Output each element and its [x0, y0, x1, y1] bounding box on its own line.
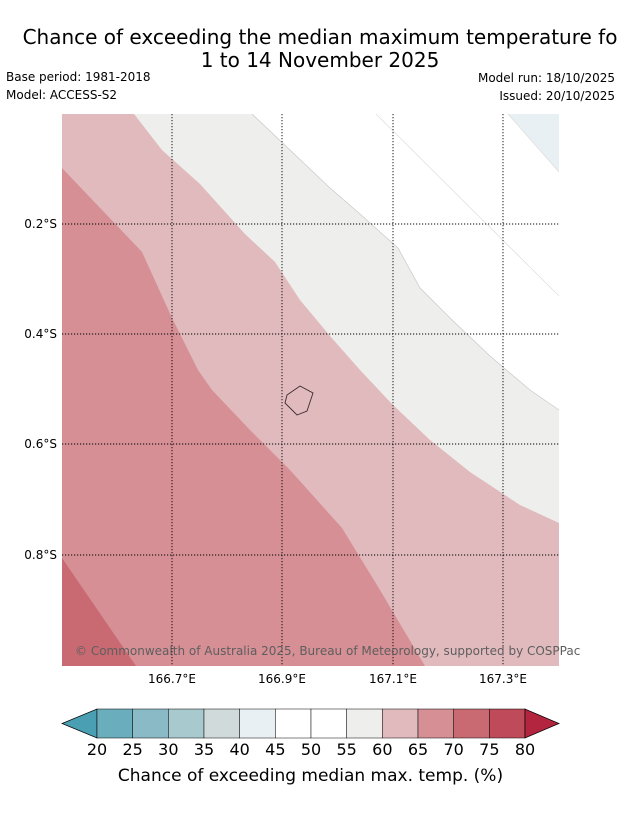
colorbar-tick-55: 55: [336, 740, 356, 759]
lat-label-0-4: 0.4°S: [24, 327, 57, 341]
model-run-text: Model run: 18/10/2025: [477, 71, 615, 85]
colorbar-segment-3: [203, 708, 240, 739]
map-panel: [62, 114, 559, 666]
lat-label-0-6: 0.6°S: [24, 437, 57, 451]
colorbar-segment-11: [489, 708, 526, 739]
colorbar-tick-45: 45: [265, 740, 285, 759]
band-45-55: [252, 114, 559, 410]
colorbar-tick-50: 50: [301, 740, 321, 759]
graticule: [62, 114, 559, 666]
colorbar-segment-10: [453, 708, 490, 739]
colorbar-segment-6: [310, 708, 347, 739]
colorbar-tick-80: 80: [515, 740, 535, 759]
map-title-line-2: 1 to 14 November 2025: [200, 48, 440, 72]
band-70-75: [62, 558, 136, 666]
contour-line-55: [251, 114, 559, 411]
colorbar-label: Chance of exceeding median max. temp. (%…: [117, 766, 504, 786]
island-outline: [284, 385, 314, 416]
lon-label-167-1: 167.1°E: [369, 672, 417, 686]
colorbar-segment-1: [132, 708, 169, 739]
map-title-line-1: Chance of exceeding the median maximum t…: [22, 25, 618, 49]
lon-label-166-7: 166.7°E: [148, 672, 196, 686]
colorbar-tick-40: 40: [229, 740, 249, 759]
colorbar-segment-0: [96, 708, 133, 739]
colorbar-segment-7: [346, 708, 383, 739]
colorbar-tick-35: 35: [194, 740, 214, 759]
contour-line-faint-2: [507, 114, 559, 173]
lat-label-0-8: 0.8°S: [24, 548, 57, 562]
colorbar-segment-2: [168, 708, 205, 739]
colorbar-tick-30: 30: [158, 740, 178, 759]
colorbar-tick-60: 60: [372, 740, 392, 759]
band-65-70: [62, 168, 425, 666]
colorbar-extend-high: [524, 708, 560, 739]
colorbar-tick-20: 20: [87, 740, 107, 759]
colorbar-segment-5: [275, 708, 312, 739]
colorbar-segment-8: [382, 708, 419, 739]
model-text: Model: ACCESS-S2: [6, 88, 118, 102]
colorbar-extend-low: [61, 708, 98, 739]
colorbar-segment-9: [417, 708, 454, 739]
colorbar-segment-4: [239, 708, 276, 739]
lon-label-167-3: 167.3°E: [479, 672, 527, 686]
lat-label-0-2: 0.2°S: [24, 217, 57, 231]
colorbar-tick-70: 70: [443, 740, 463, 759]
lon-label-166-9: 166.9°E: [258, 672, 306, 686]
issued-text: Issued: 20/10/2025: [499, 89, 615, 103]
colorbar-tick-25: 25: [122, 740, 142, 759]
colorbar: [61, 708, 560, 739]
colorbar-tick-65: 65: [408, 740, 428, 759]
colorbar-tick-75: 75: [479, 740, 499, 759]
colorbar-tick-labels: 20 25 30 35 40 45 50 55 60 65 70 75 80: [87, 740, 535, 759]
copyright-text: © Commonwealth of Australia 2025, Bureau…: [75, 644, 580, 658]
contour-line-faint-1: [375, 114, 559, 297]
base-period-text: Base period: 1981-2018: [6, 70, 151, 84]
